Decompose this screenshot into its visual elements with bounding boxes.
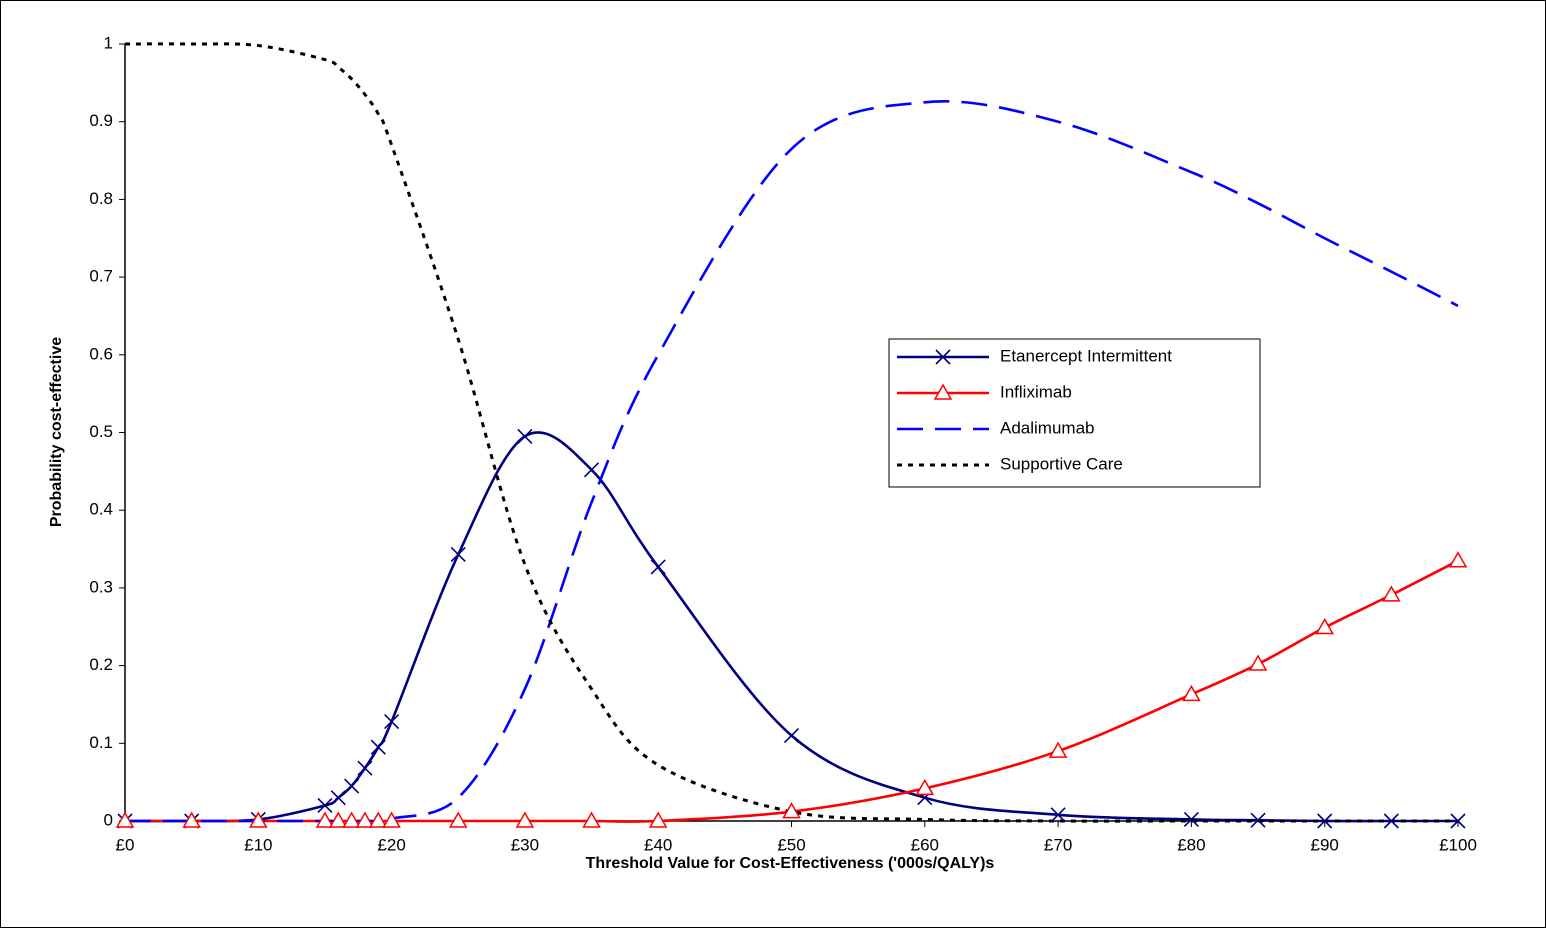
marker [382, 811, 401, 828]
legend-marker [933, 383, 953, 400]
x-tick-label: £90 [1311, 835, 1339, 854]
y-tick-label: 0.8 [89, 189, 113, 208]
x-tick-label: £30 [511, 835, 539, 854]
marker [115, 811, 135, 828]
marker [1250, 812, 1266, 828]
marker [1315, 618, 1334, 635]
marker [782, 802, 801, 819]
marker [515, 811, 535, 828]
x-tick-label: £60 [911, 835, 939, 854]
y-tick-label: 0.5 [89, 422, 113, 441]
marker [357, 760, 373, 776]
marker [342, 811, 361, 828]
marker [517, 428, 533, 444]
marker [1182, 684, 1201, 702]
series-line [124, 42, 1458, 823]
x-tick-label: £50 [777, 835, 805, 854]
marker [650, 559, 666, 575]
y-tick-label: 0 [104, 810, 113, 829]
marker [450, 546, 466, 563]
marker [1050, 807, 1066, 823]
legend-label: Infliximab [1000, 382, 1072, 401]
y-tick-label: 0.9 [89, 111, 113, 130]
y-tick-label: 0.7 [89, 267, 113, 286]
x-axis-label: Threshold Value for Cost-Effectiveness (… [586, 855, 995, 872]
x-tick-label: £80 [1177, 835, 1205, 854]
y-tick-label: 0.4 [89, 500, 113, 519]
x-tick-label: £100 [1439, 835, 1477, 854]
y-tick-label: 0.3 [89, 577, 113, 596]
marker [317, 797, 333, 814]
marker [182, 811, 201, 828]
marker [915, 778, 935, 796]
marker [328, 811, 348, 828]
legend-label: Supportive Care [1000, 454, 1123, 473]
marker [1383, 813, 1399, 829]
marker [1450, 813, 1466, 829]
marker [1382, 585, 1401, 602]
x-tick-label: £70 [1044, 835, 1072, 854]
y-tick-label: 0.1 [89, 733, 113, 752]
x-tick-label: £20 [377, 835, 405, 854]
x-tick-label: £40 [644, 835, 672, 854]
marker [1183, 811, 1199, 828]
legend-box [888, 338, 1261, 488]
x-tick-label: £10 [244, 835, 272, 854]
marker [249, 811, 268, 828]
y-tick-label: 0.6 [89, 344, 113, 363]
marker [583, 462, 600, 478]
legend-label: Adalimumab [1000, 418, 1095, 437]
marker [1048, 741, 1068, 758]
marker [1248, 654, 1268, 671]
y-tick-label: 0.2 [89, 655, 113, 674]
legend-label: Etanercept Intermittent [1000, 346, 1172, 365]
marker [355, 811, 375, 828]
marker [448, 811, 468, 828]
legend-marker [935, 349, 951, 365]
marker [1317, 813, 1333, 829]
y-tick-label: 1 [104, 33, 113, 52]
marker [783, 727, 800, 744]
y-axis-label: Probability cost-effective [48, 337, 65, 527]
marker [384, 713, 400, 730]
marker [648, 811, 668, 828]
marker [315, 811, 335, 828]
marker [370, 739, 386, 755]
marker [1448, 551, 1468, 568]
marker [344, 778, 360, 794]
x-tick-label: £0 [116, 835, 135, 854]
marker [368, 811, 388, 828]
marker [330, 790, 346, 806]
marker [582, 811, 601, 828]
